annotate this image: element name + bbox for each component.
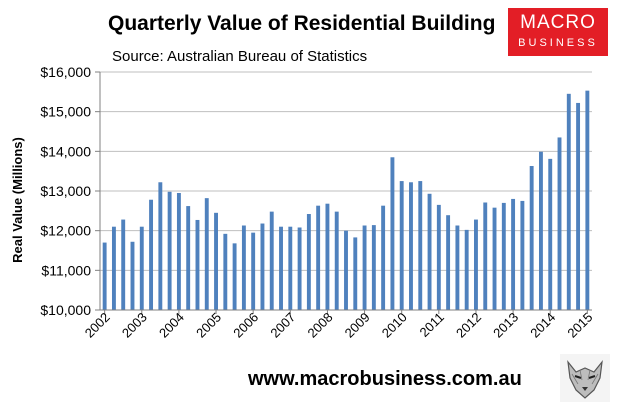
y-tick-label: $13,000: [40, 183, 91, 199]
x-tick-label: 2012: [453, 310, 484, 341]
bar: [260, 223, 265, 310]
bar: [381, 205, 386, 310]
bar: [214, 212, 218, 310]
bar: [316, 205, 321, 310]
bar: [409, 182, 413, 310]
bar: [297, 227, 302, 310]
bar: [501, 202, 506, 310]
x-tick-label: 2005: [193, 310, 224, 341]
macrobusiness-logo[interactable]: MACRO BUSINESS: [508, 8, 608, 56]
bar: [130, 241, 135, 310]
x-tick-label: 2007: [267, 310, 298, 341]
bar: [195, 219, 200, 310]
bar: [306, 214, 311, 310]
bar: [269, 211, 274, 310]
y-tick-label: $12,000: [40, 223, 91, 239]
wolf-icon: [560, 354, 610, 402]
bar: [353, 237, 358, 310]
y-tick-label: $14,000: [40, 143, 91, 159]
bar: [176, 192, 181, 310]
x-tick-label: 2006: [230, 310, 261, 341]
bar: [492, 207, 497, 310]
bar: [102, 242, 107, 310]
chart-title: Quarterly Value of Residential Building: [108, 12, 496, 35]
bar: [585, 90, 590, 310]
bar: [158, 182, 163, 310]
x-tick-label: 2010: [379, 310, 410, 341]
bar: [538, 151, 543, 310]
x-tick-label: 2004: [156, 310, 187, 341]
bar: [399, 181, 404, 310]
bar: [566, 93, 571, 310]
bar: [232, 243, 237, 310]
y-tick-label: $11,000: [41, 262, 91, 278]
bar: [436, 204, 441, 310]
x-tick-label: 2015: [564, 310, 595, 341]
bar: [446, 215, 451, 310]
bar: [529, 166, 534, 310]
bar: [167, 191, 172, 310]
bar: [121, 219, 126, 310]
bar: [427, 193, 432, 310]
bar: [474, 219, 478, 310]
bar: [576, 102, 581, 310]
bar: [139, 226, 144, 310]
y-tick-label: $10,000: [40, 302, 91, 318]
bar: [241, 225, 246, 310]
bar: [288, 226, 293, 310]
bar: [325, 203, 330, 310]
bar: [223, 233, 228, 310]
x-tick-label: 2011: [417, 310, 447, 340]
bar: [344, 230, 348, 310]
bar: [362, 225, 367, 310]
bar: [455, 225, 460, 310]
bar: [548, 158, 553, 310]
bar: [520, 200, 525, 310]
bar: [511, 198, 516, 310]
bar: [557, 137, 562, 310]
bar: [279, 226, 283, 310]
y-tick-label: $16,000: [40, 64, 91, 80]
bar: [418, 181, 423, 310]
bar: [483, 202, 488, 310]
bar: [334, 211, 339, 310]
bar: [371, 225, 376, 310]
bar: [186, 206, 191, 310]
chart-source: Source: Australian Bureau of Statistics: [112, 48, 368, 65]
y-tick-label: $15,000: [40, 104, 91, 120]
bar: [204, 198, 209, 310]
bar: [111, 226, 116, 310]
x-tick-label: 2008: [304, 310, 335, 341]
website-url[interactable]: www.macrobusiness.com.au: [248, 368, 522, 390]
logo-text-business: BUSINESS: [518, 37, 598, 49]
bar: [251, 232, 256, 310]
x-tick-label: 2009: [342, 310, 373, 341]
x-tick-label: 2013: [490, 310, 521, 341]
bar: [149, 199, 154, 310]
y-axis-label: Real Value (Millions): [10, 137, 25, 263]
logo-text-macro: MACRO: [520, 12, 596, 33]
x-tick-label: 2014: [527, 310, 558, 341]
bar: [464, 229, 469, 310]
x-tick-label: 2003: [119, 310, 150, 341]
bar: [390, 157, 395, 310]
